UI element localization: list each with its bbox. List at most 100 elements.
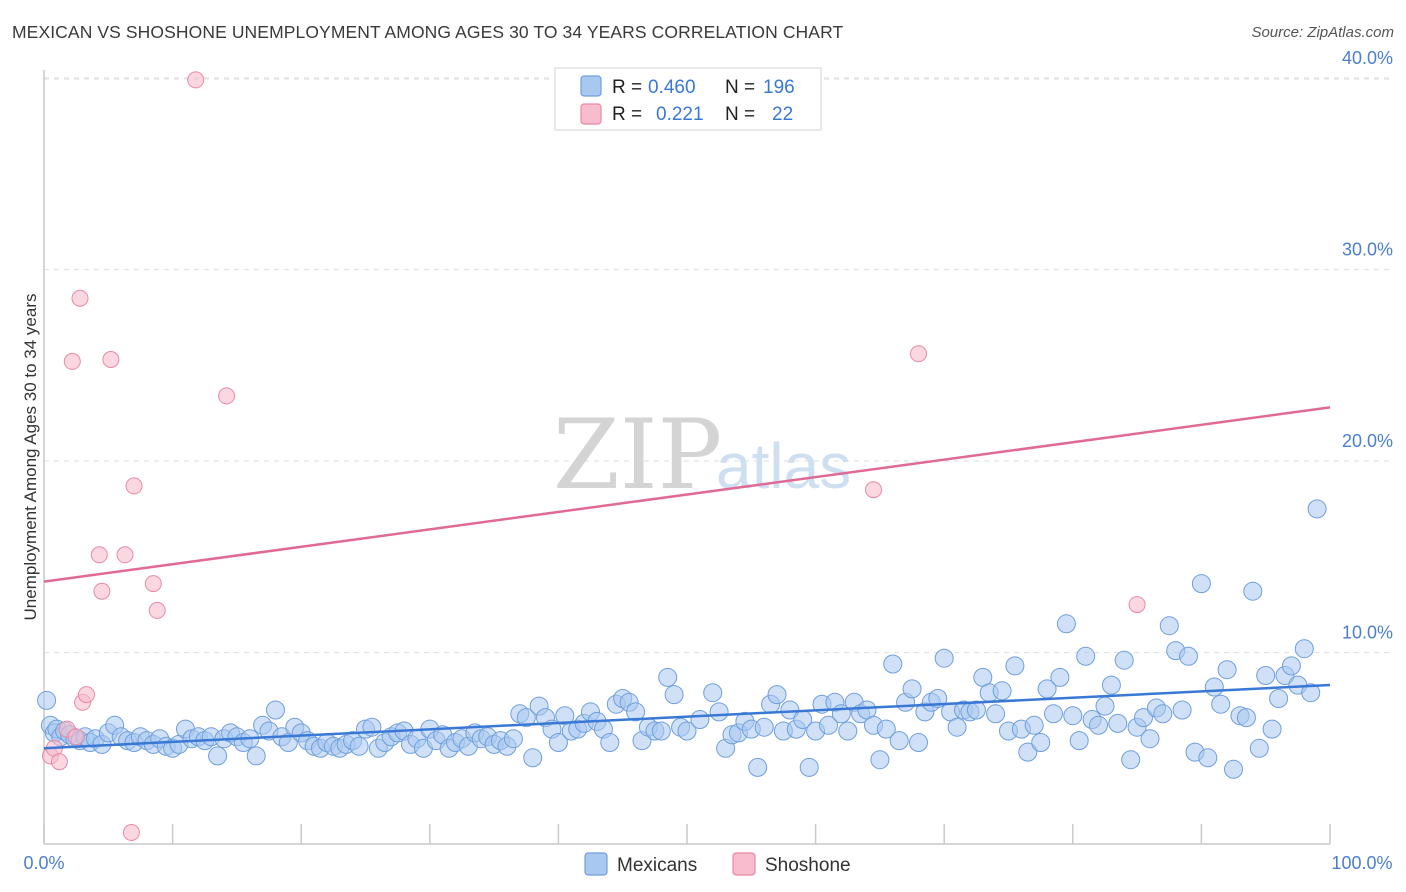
shoshone-point bbox=[865, 481, 882, 499]
mexicans-point bbox=[1249, 738, 1269, 758]
mexicans-trend-line bbox=[43, 683, 1331, 750]
stats-r-label: R = bbox=[612, 104, 642, 125]
mexicans-point bbox=[349, 736, 369, 756]
shoshone-point bbox=[116, 546, 134, 564]
mexicans-point bbox=[1281, 656, 1301, 676]
stats-r-label: R = bbox=[612, 77, 642, 98]
mexicans-point bbox=[1191, 574, 1211, 594]
y-tick-label: 20.0% bbox=[1342, 431, 1393, 451]
shoshone-point bbox=[144, 575, 162, 593]
mexicans-point bbox=[1114, 650, 1134, 670]
shoshone-point bbox=[218, 387, 236, 405]
stats-box: R = 0.460 N = 196 R = 0.221 N = 22 bbox=[554, 67, 822, 131]
stats-n-label: N = bbox=[725, 77, 755, 98]
mexicans-point bbox=[1159, 616, 1179, 636]
stats-n-value: 22 bbox=[772, 104, 793, 125]
mexicans-point bbox=[1134, 708, 1153, 728]
mexicans-point bbox=[266, 700, 285, 720]
grid-lines bbox=[44, 77, 1394, 654]
watermark-atlas: atlas bbox=[716, 430, 851, 502]
mexicans-point bbox=[503, 729, 523, 749]
mexicans-point bbox=[1101, 675, 1121, 695]
mexicans-point bbox=[909, 733, 928, 752]
mexicans-point bbox=[1018, 742, 1038, 762]
mexicans-point bbox=[838, 721, 858, 741]
trend-lines bbox=[43, 406, 1331, 750]
shoshone-point bbox=[90, 546, 108, 564]
mexicans-point bbox=[1095, 696, 1115, 716]
mexicans-point bbox=[658, 667, 678, 687]
mexicans-point bbox=[1204, 677, 1224, 697]
mexicans-point bbox=[1236, 708, 1256, 728]
shoshone-point bbox=[122, 824, 140, 841]
mexicans-point bbox=[626, 702, 646, 722]
mexicans-point bbox=[1108, 713, 1128, 733]
mexicans-point bbox=[1307, 499, 1327, 519]
mexicans-point bbox=[1211, 694, 1231, 714]
mexicans-point bbox=[870, 750, 890, 770]
mexicans-point bbox=[876, 719, 896, 739]
shoshone-point bbox=[910, 345, 927, 363]
mexicans-point bbox=[1224, 759, 1243, 779]
mexicans-point bbox=[37, 690, 57, 710]
watermark: ZIP atlas bbox=[553, 399, 851, 511]
chart-source: Source: ZipAtlas.com bbox=[1251, 24, 1394, 41]
mexicans-point bbox=[664, 685, 684, 705]
mexicans-points bbox=[37, 499, 1327, 779]
mexicans-point bbox=[600, 733, 620, 752]
mexicans-point bbox=[883, 654, 903, 674]
mexicans-point bbox=[1089, 715, 1108, 735]
mexicans-point bbox=[902, 679, 922, 699]
mexicans-point bbox=[1179, 646, 1198, 666]
mexicans-point bbox=[1024, 715, 1044, 735]
mexicans-point bbox=[651, 721, 671, 741]
mexicans-point bbox=[1294, 639, 1314, 659]
y-tick-labels: 10.0% 20.0% 30.0% 40.0% bbox=[1342, 48, 1393, 643]
mexicans-point bbox=[208, 746, 228, 766]
shoshone-point bbox=[71, 289, 89, 307]
mexicans-point bbox=[703, 683, 723, 703]
y-axis-label: Unemployment Among Ages 30 to 34 years bbox=[21, 294, 40, 621]
x-ticks bbox=[43, 824, 1331, 844]
mexicans-point bbox=[799, 757, 819, 777]
stats-swatch-mexicans bbox=[580, 75, 602, 97]
mexicans-point bbox=[1056, 614, 1076, 634]
shoshone-point bbox=[1128, 596, 1146, 614]
stats-r-value: 0.221 bbox=[656, 104, 704, 125]
mexicans-point bbox=[767, 685, 787, 705]
mexicans-point bbox=[1050, 667, 1070, 687]
mexicans-point bbox=[819, 715, 838, 735]
shoshone-point bbox=[125, 477, 143, 495]
mexicans-point bbox=[1031, 733, 1051, 752]
mexicans-point bbox=[748, 757, 768, 777]
mexicans-point bbox=[947, 717, 967, 737]
mexicans-point bbox=[1076, 646, 1096, 666]
legend-swatch-shoshone bbox=[732, 852, 756, 876]
y-tick-label: 30.0% bbox=[1342, 240, 1393, 260]
x-tick-label-max: 100.0% bbox=[1331, 853, 1392, 873]
shoshone-point bbox=[187, 71, 205, 89]
stats-n-value: 196 bbox=[763, 77, 795, 98]
mexicans-point bbox=[516, 708, 536, 728]
mexicans-point bbox=[690, 710, 710, 729]
mexicans-point bbox=[1217, 660, 1237, 680]
x-tick-label-min: 0.0% bbox=[23, 853, 64, 873]
mexicans-point bbox=[1243, 581, 1263, 601]
mexicans-point bbox=[548, 733, 568, 752]
shoshone-point bbox=[93, 582, 111, 600]
mexicans-point bbox=[1069, 731, 1089, 751]
shoshone-point bbox=[102, 351, 120, 368]
shoshone-point bbox=[50, 753, 68, 771]
mexicans-point bbox=[934, 648, 954, 668]
chart-title: MEXICAN VS SHOSHONE UNEMPLOYMENT AMONG A… bbox=[12, 22, 844, 42]
stats-n-label: N = bbox=[725, 104, 755, 125]
shoshone-point bbox=[63, 352, 81, 370]
legend: Mexicans Shoshone bbox=[584, 852, 851, 876]
mexicans-point bbox=[1256, 666, 1276, 685]
mexicans-point bbox=[1153, 704, 1173, 724]
mexicans-point bbox=[1269, 689, 1289, 708]
mexicans-point bbox=[1172, 700, 1192, 720]
mexicans-point bbox=[992, 681, 1012, 701]
mexicans-point bbox=[754, 717, 774, 737]
